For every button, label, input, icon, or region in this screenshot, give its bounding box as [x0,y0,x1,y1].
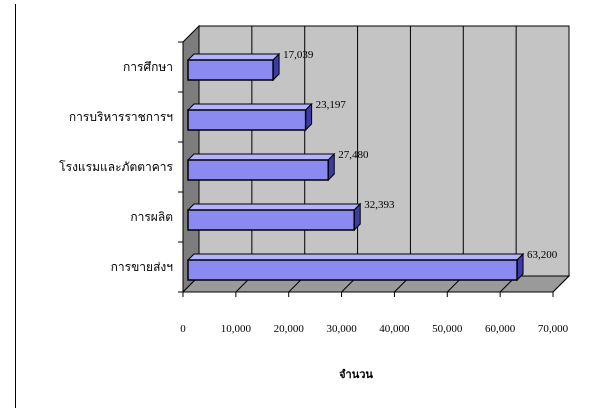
x-axis-title: จำนวน [339,368,373,381]
category-label: โรงแรมและภัตตาคาร [59,160,173,174]
bar-top-face [186,53,281,61]
value-label: 63,200 [527,249,558,261]
bar [186,152,336,182]
x-tick-label: 60,000 [485,323,516,335]
bar-top-face [186,203,362,211]
x-tick-label: 20,000 [274,323,305,335]
value-labels: 17,039 23,197 27,480 32,393 63,200 [283,49,558,261]
value-label: 23,197 [316,99,347,111]
value-label: 27,480 [338,149,369,161]
gridline-floor [552,275,570,293]
x-tick-label: 30,000 [326,323,357,335]
x-tick-label: 10,000 [221,323,252,335]
bar-top-face [186,153,336,161]
x-tick-label: 0 [180,323,186,335]
category-label: การขายส่งฯ [111,260,173,274]
bar-series [186,52,525,282]
category-label: การบริหารราชการฯ [69,110,173,124]
bar [186,102,313,132]
bar-front-face [187,109,307,131]
value-label: 17,039 [283,49,314,61]
bar-top-face [186,103,313,111]
x-tick-label: 40,000 [379,323,410,335]
category-labels: การศึกษาการบริหารราชการฯโรงแรมและภัตตาคา… [59,60,173,274]
bar-front-face [187,259,518,281]
left-border-line [15,4,16,408]
x-tick-label: 70,000 [538,323,569,335]
bar-top-face [186,253,525,261]
category-label: การศึกษา [123,60,173,74]
bar-front-face [187,159,330,181]
category-label: การผลิต [130,210,173,224]
bar [186,202,362,232]
value-label: 32,393 [364,199,395,211]
bar [186,252,525,282]
bar-front-face [187,209,355,231]
x-tick-labels: 0 10,000 20,000 30,000 40,000 50,000 60,000 70,… [180,323,568,335]
x-tick-label: 50,000 [432,323,463,335]
bar [186,52,281,82]
bar-front-face [187,59,274,81]
